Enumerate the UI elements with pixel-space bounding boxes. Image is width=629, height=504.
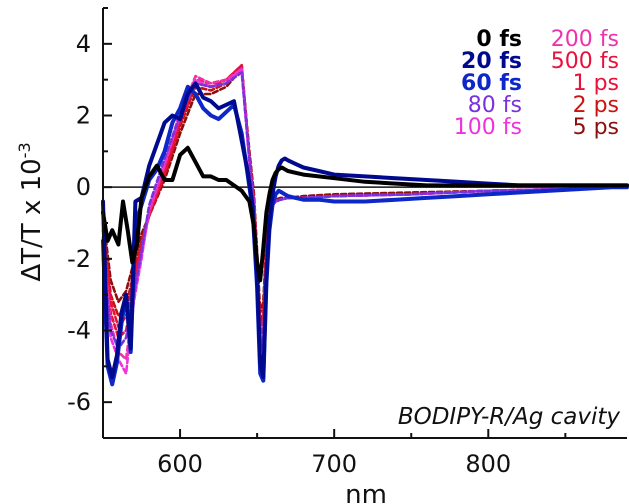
- y-tick-label: -2: [67, 245, 91, 273]
- legend-entry: 60 fs: [461, 71, 522, 96]
- x-tick-label: 700: [311, 450, 357, 478]
- chart-annotation: BODIPY-R/Ag cavity: [398, 404, 621, 430]
- x-tick-label: 800: [465, 450, 511, 478]
- y-axis-title: ΔT/T x 10-3: [15, 142, 47, 281]
- legend-entry: 500 fs: [551, 49, 619, 74]
- series-layer: [101, 64, 629, 387]
- y-tick-label: 0: [76, 173, 91, 201]
- legend-entry: 2 ps: [573, 93, 619, 118]
- legend-entry: 5 ps: [573, 115, 619, 140]
- legend-entry: 200 fs: [551, 27, 619, 52]
- axes: -6 -4 -2 0 2 4 600 700 800: [67, 7, 627, 478]
- y-tick-label: 4: [76, 30, 91, 58]
- x-tick-label: 600: [157, 450, 203, 478]
- plot-area: [101, 64, 629, 387]
- y-tick-label: 2: [76, 102, 91, 130]
- y-ticks: -6 -4 -2 0 2 4: [67, 7, 112, 439]
- x-ticks: 600 700 800: [102, 429, 567, 478]
- y-tick-label: -6: [67, 388, 91, 416]
- series-line-0-fs: [101, 145, 629, 283]
- x-axis-title: nm: [345, 480, 387, 504]
- y-axis-title-base: ΔT/T x 10: [17, 158, 47, 281]
- y-tick-label: -4: [67, 317, 91, 345]
- legend-entry: 1 ps: [573, 71, 619, 96]
- series-line-60-fs: [101, 84, 629, 387]
- legend-entry: 80 fs: [468, 93, 522, 118]
- y-axis-title-exponent: -3: [15, 142, 34, 158]
- legend-entry: 20 fs: [461, 49, 522, 74]
- legend-entry: 0 fs: [476, 27, 522, 52]
- legend-entry: 100 fs: [454, 115, 522, 140]
